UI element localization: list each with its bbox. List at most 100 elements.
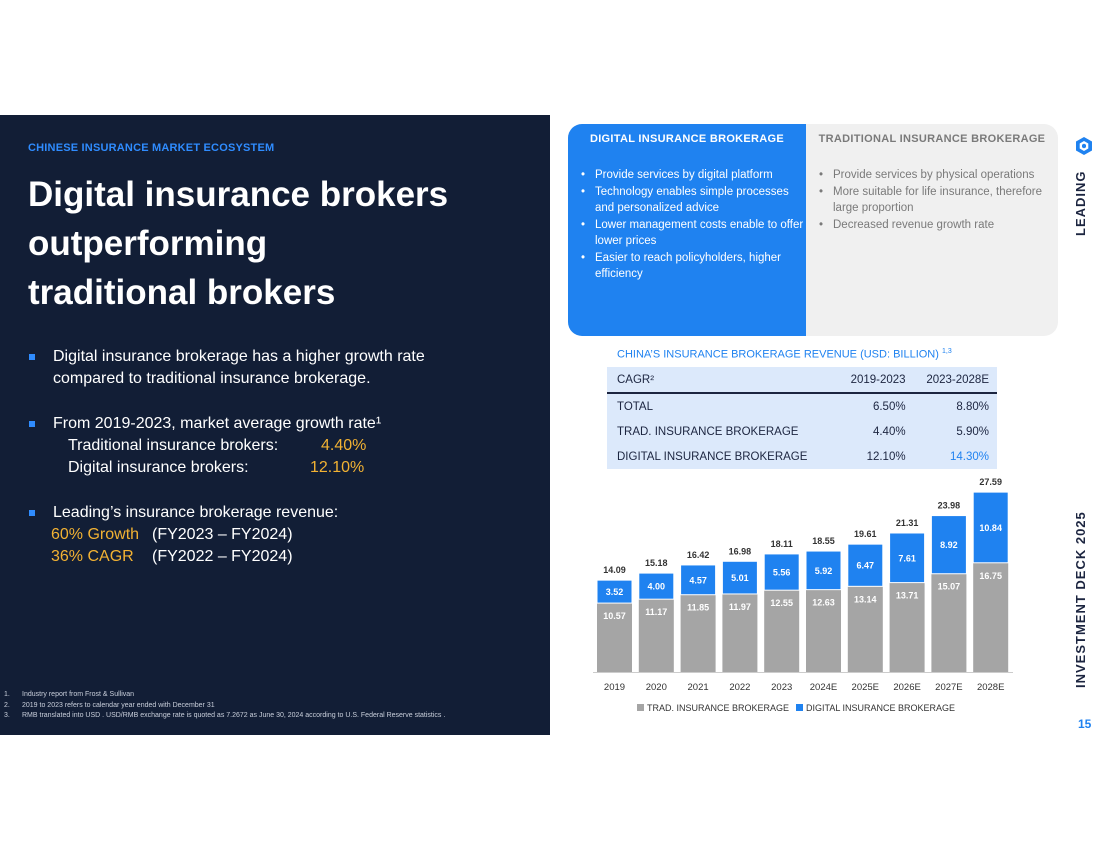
bar-trad-segment (764, 590, 800, 672)
table-header-cell: CAGR² (607, 367, 826, 394)
footnote-number: 2. (4, 701, 10, 709)
digital-card-title: DIGITAL INSURANCE BROKERAGE (589, 133, 785, 145)
x-tick-label: 2020 (646, 682, 667, 693)
data-label-total: 18.11 (771, 539, 793, 549)
bar-trad-segment (889, 582, 925, 672)
cagr-table: CAGR² 2019-2023 2023-2028E TOTAL 6.50% 8… (607, 367, 997, 469)
growth-label: 60% Growth (51, 526, 140, 543)
traditional-brokerage-card: TRADITIONAL INSURANCE BROKERAGE Provide … (806, 124, 1058, 336)
trad-growth-row: Traditional insurance brokers: 4.40% (53, 435, 528, 457)
bullet1-line-2: compared to traditional insurance broker… (53, 370, 371, 387)
data-label-digital: 8.92 (940, 540, 958, 550)
left-panel (0, 115, 550, 735)
bar-trad-segment (806, 589, 841, 672)
data-label-digital: 5.01 (731, 573, 749, 583)
revenue-stacked-bar-chart: 10.57 3.52 14.09 2019 11.17 4.00 15.18 2020 11.8… (593, 477, 1013, 713)
footnote-number: 3. (4, 712, 10, 719)
x-tick-label: 2019 (604, 682, 625, 693)
bullet1-line-1: Digital insurance brokerage has a higher… (53, 348, 425, 365)
bullet2-intro: From 2019-2023, market average growth ra… (53, 415, 382, 432)
data-label-digital: 10.84 (979, 523, 1002, 533)
data-label-trad: 13.14 (854, 594, 877, 604)
data-label-total: 15.18 (645, 558, 668, 568)
headline-line-3: traditional brokers (28, 273, 336, 312)
revenue-table-title: CHINA’S INSURANCE BROKERAGE REVENUE (USD… (617, 348, 952, 361)
data-label-total: 16.42 (687, 550, 710, 560)
bar-digital-segment (721, 560, 758, 595)
bar-digital-segment (972, 491, 1009, 564)
trad-growth-label: Traditional insurance brokers: (68, 437, 279, 454)
bullet-square-icon (29, 421, 35, 427)
footnote-text: 2019 to 2023 refers to calendar year end… (22, 701, 215, 709)
data-label-trad: 10.57 (603, 611, 626, 621)
bullet-square-icon (29, 354, 35, 360)
table-row: DIGITAL INSURANCE BROKERAGE 12.10% 14.30… (607, 444, 997, 469)
bullet3-intro: Leading’s insurance brokerage revenue: (53, 504, 339, 521)
cagr-label: 36% CAGR (51, 548, 134, 565)
table-cell: 8.80% (956, 400, 989, 413)
digital-brokerage-card: DIGITAL INSURANCE BROKERAGE Provide serv… (568, 124, 806, 336)
page-title: Digital insurance brokers outperforming … (28, 170, 528, 317)
data-label-trad: 12.63 (812, 598, 835, 608)
data-label-digital: 5.56 (773, 568, 791, 578)
table-title-superscript: 1,3 (941, 348, 952, 355)
bullet-square-icon (29, 510, 35, 516)
bar-digital-segment (763, 553, 800, 591)
bar-digital-segment (638, 572, 675, 600)
data-label-digital: 6.47 (857, 561, 875, 571)
data-label-digital: 3.52 (606, 587, 624, 597)
table-cell: 12.10% (866, 450, 906, 463)
bar-digital-segment (680, 564, 717, 596)
footnote-text: Industry report from Frost & Sullivan (22, 691, 135, 698)
headline-line-2: outperforming (28, 224, 268, 263)
bullet-leading-revenue: Leading’s insurance brokerage revenue: 6… (28, 502, 528, 568)
bar-trad-segment (638, 599, 674, 672)
table-header-cell: 2019-2023 (825, 367, 906, 394)
bullet-market-growth: From 2019-2023, market average growth ra… (28, 413, 528, 479)
table-cell: 6.50% (872, 400, 906, 413)
x-tick-label: 2023 (771, 682, 792, 693)
legend-label-digital: DIGITAL INSURANCE BROKERAGE (806, 703, 955, 713)
x-tick-label: 2025E (852, 682, 879, 693)
data-label-digital: 4.57 (689, 575, 707, 585)
table-cell: 5.90% (956, 425, 989, 438)
bar-trad-segment (722, 593, 758, 672)
page-number: 15 (1078, 717, 1092, 731)
x-tick-label: 2024E (810, 682, 837, 693)
table-title-text: CHINA’S INSURANCE BROKERAGE REVENUE (USD… (617, 348, 939, 361)
traditional-card-list: Provide services by physical operations … (806, 167, 1058, 233)
bar-digital-segment (805, 550, 842, 591)
data-label-trad: 11.85 (687, 603, 709, 613)
section-kicker: CHINESE INSURANCE MARKET ECOSYSTEM (28, 142, 275, 154)
footnote-number: 1. (4, 691, 10, 698)
digital-card-list: Provide services by digital platform Tec… (568, 167, 806, 283)
bullet-growth-rate: Digital insurance brokerage has a higher… (28, 346, 528, 390)
bar-trad-segment (931, 573, 967, 672)
x-tick-label: 2026E (893, 682, 920, 693)
data-label-digital: 4.00 (648, 582, 666, 592)
list-item: Decreased revenue growth rate (819, 217, 1058, 234)
list-item: Lower management costs enable to offer l… (581, 217, 806, 250)
bar-trad-segment (680, 594, 716, 672)
list-item: Provide services by digital platform (581, 167, 806, 184)
growth-period: (FY2023 – FY2024) (152, 526, 293, 543)
data-label-total: 19.61 (854, 529, 877, 539)
cagr-period: (FY2022 – FY2024) (152, 548, 293, 565)
traditional-card-title: TRADITIONAL INSURANCE BROKERAGE (818, 133, 1046, 145)
footnotes: 1. Industry report from Frost & Sullivan … (4, 690, 445, 722)
table-row: TOTAL 6.50% 8.80% (607, 393, 997, 419)
legend-swatch-digital (796, 704, 803, 711)
footnote: 3. RMB translated into USD . USD/RMB exch… (4, 711, 445, 722)
table-cell: TOTAL (617, 400, 653, 413)
bar-digital-segment (596, 579, 633, 604)
table-header-row: CAGR² 2019-2023 2023-2028E (607, 367, 997, 394)
data-label-trad: 16.75 (979, 571, 1002, 581)
x-tick-label: 2021 (688, 682, 709, 693)
data-label-total: 21.31 (896, 518, 919, 528)
headline-line-1: Digital insurance brokers (28, 175, 449, 214)
data-label-total: 16.98 (729, 546, 752, 556)
data-label-total: 23.98 (938, 501, 961, 511)
data-label-trad: 11.97 (729, 602, 751, 612)
side-label-leading: LEADING (1073, 170, 1088, 237)
list-item: Easier to reach policyholders, higher ef… (581, 250, 806, 283)
